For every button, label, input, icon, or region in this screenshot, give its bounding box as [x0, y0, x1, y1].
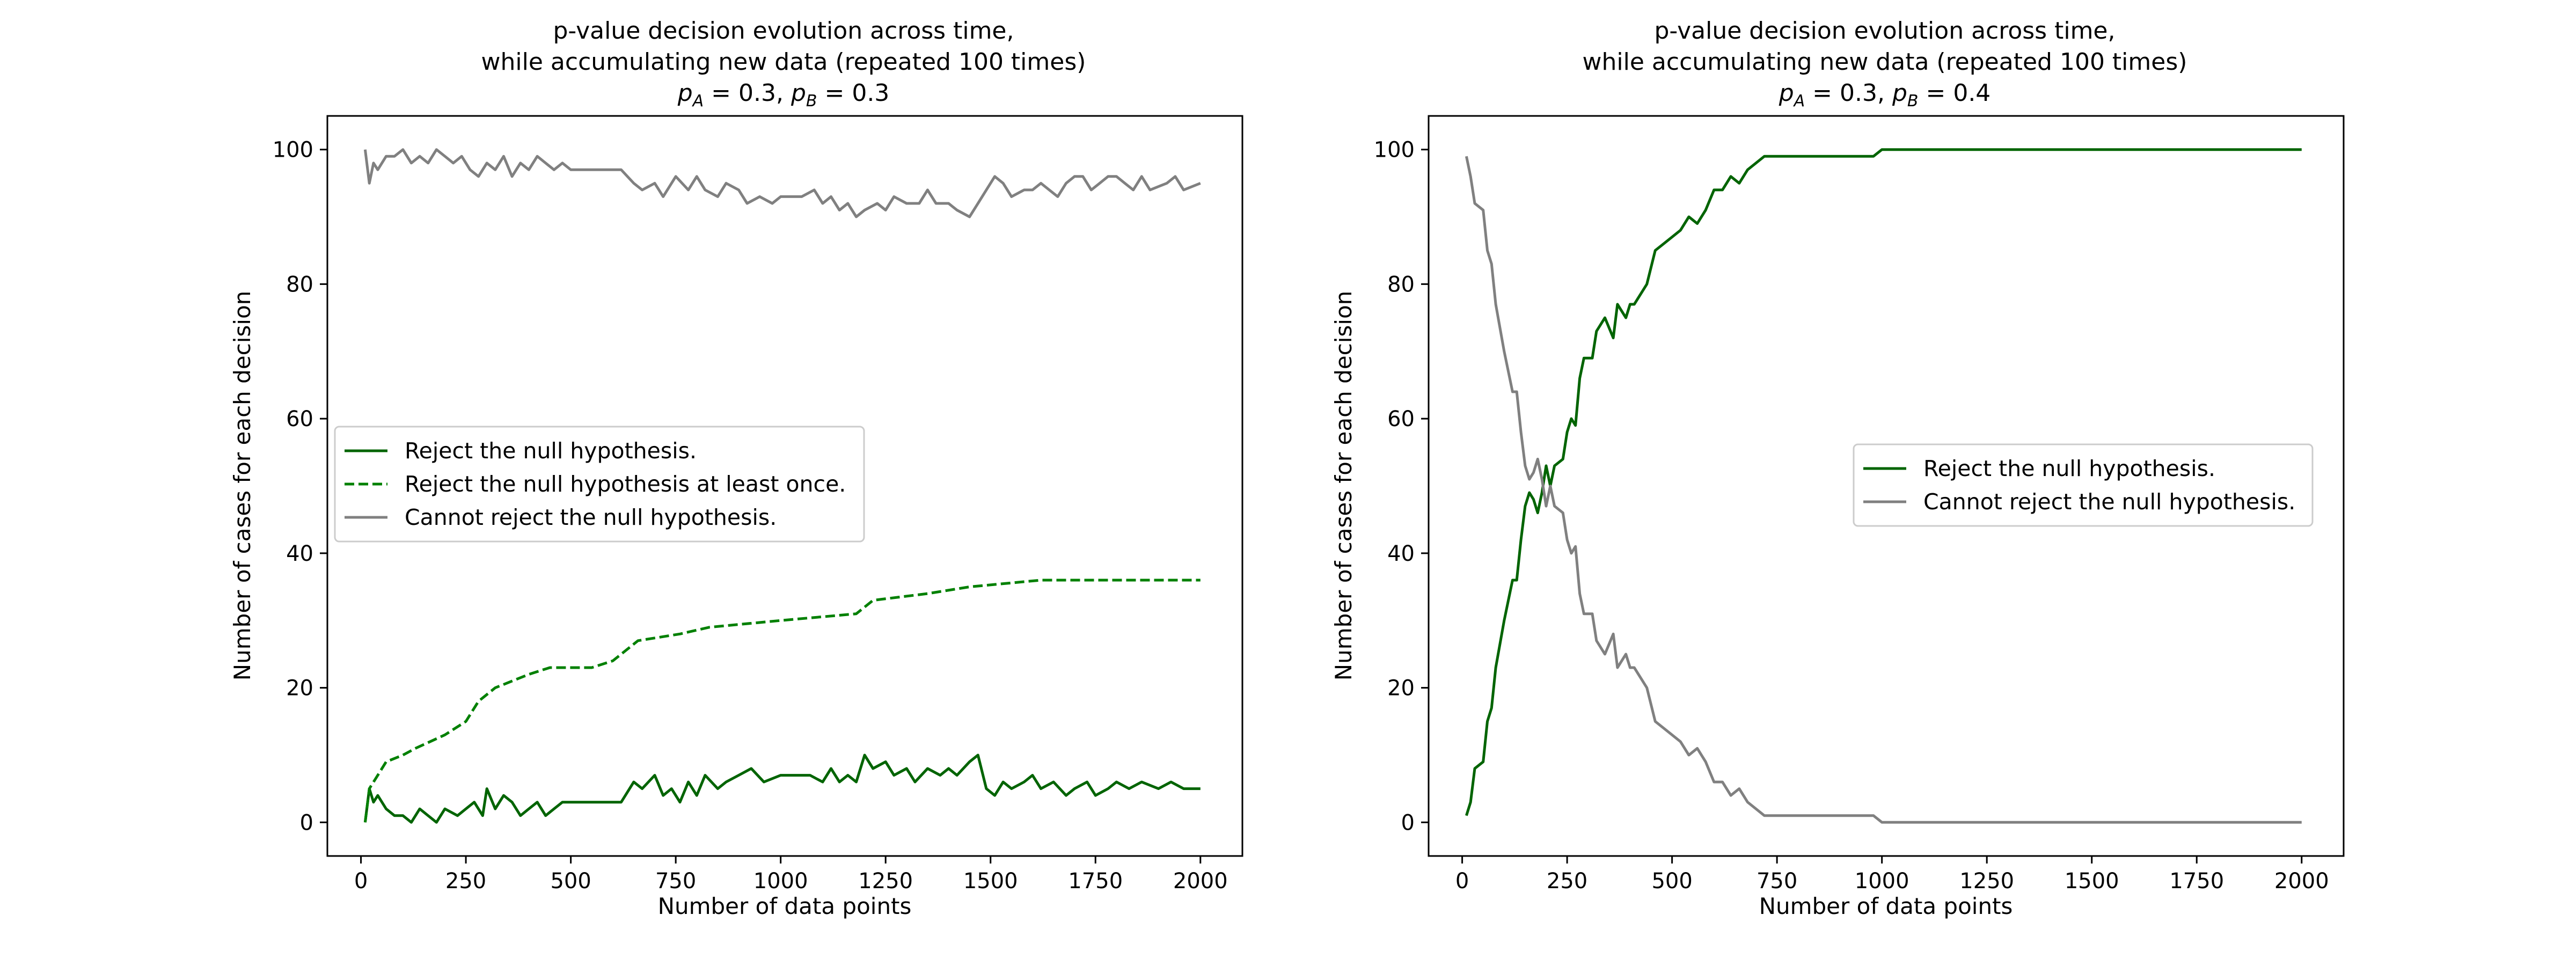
left-chart-series-line-reject-the-null-hypothesis-at-least-once	[363, 579, 1201, 823]
right-chart-subtitle-a-symbol: p	[1779, 79, 1794, 107]
right-chart-y-tick-label: 80	[1387, 272, 1415, 297]
right-chart-title-line-2: while accumulating new data (repeated 10…	[1583, 48, 2187, 76]
left-chart-y-axis-label: Number of cases for each decision	[229, 291, 255, 681]
right-chart-y-axis-ticks: 0 20 40 60 80 100	[1374, 138, 1429, 835]
left-chart-x-tick-label: 250	[445, 869, 486, 894]
right-chart-x-axis-ticks: 0 250 500 750 1000 1250 1500 1750 2000	[1455, 856, 2329, 894]
left-chart-subtitle-b-subscript: B	[806, 92, 817, 111]
left-chart-x-tick-label: 2000	[1173, 869, 1228, 894]
right-chart-legend-label-reject-the-null-hypothesis: Reject the null hypothesis.	[1923, 456, 2215, 481]
right-chart-subtitle-b-value: = 0.4	[1918, 79, 1990, 107]
right-chart-y-tick-label: 0	[1401, 810, 1415, 835]
left-chart-x-tick-label: 750	[655, 869, 696, 894]
right-chart-y-tick-label: 40	[1387, 541, 1415, 566]
left-chart-subtitle: pA = 0.3, pB = 0.3	[677, 79, 890, 111]
left-chart-legend: Reject the null hypothesis. Reject the nu…	[334, 426, 865, 543]
left-chart-x-tick-label: 1000	[753, 869, 808, 894]
right-chart-y-axis-label: Number of cases for each decision	[1330, 291, 1357, 681]
right-chart-subtitle-a-subscript: A	[1793, 92, 1805, 111]
left-chart-series-line-reject-the-null-hypothesis	[363, 753, 1201, 824]
left-chart-y-tick-label: 60	[286, 407, 313, 431]
left-chart-subtitle-a-symbol: p	[677, 79, 693, 107]
right-chart-x-tick-label: 1750	[2169, 869, 2224, 894]
left-chart-y-tick-label: 20	[286, 676, 313, 701]
left-chart-y-tick-label: 0	[300, 810, 313, 835]
right-chart-y-tick-label: 100	[1374, 138, 1415, 163]
left-chart: p-value decision evolution across time, …	[229, 17, 1243, 919]
right-chart-x-tick-label: 1500	[2065, 869, 2119, 894]
right-chart-legend: Reject the null hypothesis. Cannot reject…	[1853, 443, 2314, 527]
left-chart-subtitle-b-value: = 0.3	[817, 79, 889, 107]
left-chart-legend-label-cannot-reject-the-null-hypothesis: Cannot reject the null hypothesis.	[405, 504, 777, 530]
right-chart-x-tick-label: 1000	[1855, 869, 1909, 894]
right-chart-series-line-reject-the-null-hypothesis	[1465, 148, 2302, 816]
left-chart-subtitle-a-subscript: A	[692, 92, 704, 111]
left-chart-y-axis-ticks: 0 20 40 60 80 100	[273, 138, 327, 835]
left-chart-legend-label-reject-the-null-hypothesis: Reject the null hypothesis.	[405, 438, 697, 464]
left-chart-plot-frame	[326, 115, 1243, 857]
left-chart-subtitle-a-value: = 0.3,	[704, 79, 791, 107]
right-chart-legend-label-cannot-reject-the-null-hypothesis: Cannot reject the null hypothesis.	[1923, 489, 2295, 515]
right-chart-subtitle-b-subscript: B	[1907, 92, 1919, 111]
right-chart-legend-box	[1853, 443, 2314, 527]
right-chart-series	[1465, 148, 2302, 824]
left-chart-series	[363, 148, 1201, 824]
right-chart-x-axis-label: Number of data points	[1759, 893, 2013, 919]
right-chart-x-tick-label: 250	[1547, 869, 1587, 894]
right-chart-x-tick-label: 750	[1757, 869, 1797, 894]
right-chart-x-tick-label: 1250	[1959, 869, 2014, 894]
right-chart-y-tick-label: 20	[1387, 676, 1415, 701]
left-chart-series-line-cannot-reject-the-null-hypothesis	[363, 148, 1201, 218]
left-chart-legend-label-reject-the-null-hypothesis-at-least-once: Reject the null hypothesis at least once…	[405, 471, 846, 497]
right-chart-subtitle-b-symbol: p	[1892, 79, 1907, 107]
left-chart-x-tick-label: 500	[550, 869, 591, 894]
left-chart-subtitle-b-symbol: p	[791, 79, 806, 107]
left-chart-y-tick-label: 100	[273, 138, 313, 163]
left-chart-x-tick-label: 1250	[858, 869, 913, 894]
right-chart-x-tick-label: 2000	[2274, 869, 2329, 894]
right-chart-x-tick-label: 500	[1651, 869, 1692, 894]
left-chart-x-tick-label: 0	[354, 869, 368, 894]
right-chart-title-line-1: p-value decision evolution across time,	[1655, 17, 2116, 45]
right-chart-x-tick-label: 0	[1455, 869, 1469, 894]
left-chart-y-tick-label: 80	[286, 272, 313, 297]
left-chart-x-tick-label: 1750	[1068, 869, 1123, 894]
right-chart-plot-frame	[1428, 115, 2345, 857]
left-chart-title-line-1: p-value decision evolution across time,	[553, 17, 1014, 45]
right-chart-series-line-cannot-reject-the-null-hypothesis	[1465, 156, 2302, 824]
right-chart-y-tick-label: 60	[1387, 407, 1415, 431]
left-chart-legend-box	[334, 426, 865, 543]
left-chart-title-line-2: while accumulating new data (repeated 10…	[481, 48, 1086, 76]
left-chart-x-tick-label: 1500	[963, 869, 1018, 894]
left-chart-x-axis-label: Number of data points	[658, 893, 912, 919]
right-chart-subtitle: pA = 0.3, pB = 0.4	[1779, 79, 1991, 111]
left-chart-y-tick-label: 40	[286, 541, 313, 566]
right-chart-subtitle-a-value: = 0.3,	[1805, 79, 1892, 107]
right-chart: p-value decision evolution across time, …	[1330, 17, 2345, 919]
left-chart-x-axis-ticks: 0 250 500 750 1000 1250 1500 1750 2000	[354, 856, 1228, 894]
